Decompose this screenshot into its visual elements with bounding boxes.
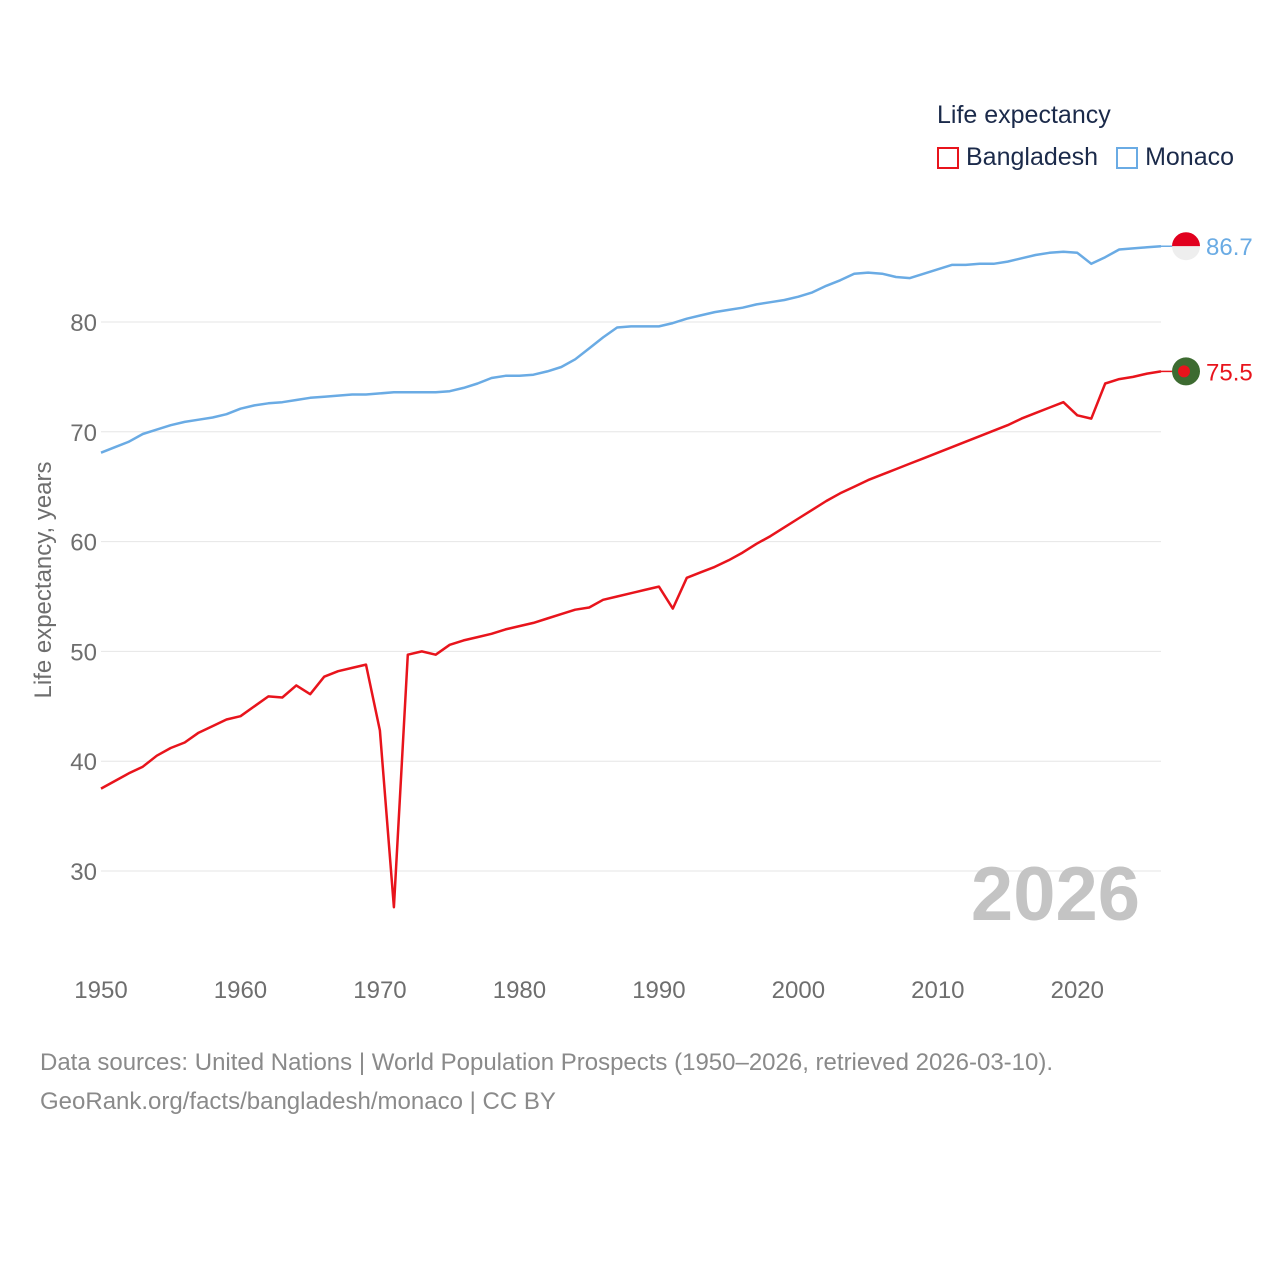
x-tick-label-1950: 1950 (74, 977, 127, 1004)
series-end-markers: 75.5 86.7 (1161, 232, 1253, 386)
y-tick-label-70: 70 (70, 420, 97, 447)
series-line-bangladesh (100, 370, 1162, 909)
x-tick-label-1980: 1980 (493, 977, 546, 1004)
legend-label-monaco: Monaco (1145, 143, 1235, 171)
flag-monaco-bottom (1172, 246, 1200, 261)
legend-title: Life expectancy (937, 101, 1111, 129)
y-axis-label: Life expectancy, years (30, 461, 57, 698)
attribution-line[interactable]: GeoRank.org/facts/bangladesh/monaco | CC… (40, 1088, 556, 1115)
series-line-monaco (100, 244, 1162, 454)
legend-swatch-monaco (1116, 146, 1139, 169)
x-tick-label-2000: 2000 (772, 977, 825, 1004)
x-tick-label-2020: 2020 (1051, 977, 1104, 1004)
flag-bangladesh-disc (1178, 365, 1190, 378)
legend-item-bangladesh[interactable]: Bangladesh (937, 143, 1098, 172)
source-footer: Data sources: United Nations | World Pop… (40, 1043, 1053, 1121)
gridlines (101, 321, 1161, 872)
y-tick-label-30: 30 (70, 859, 97, 886)
y-tick-label-60: 60 (70, 530, 97, 557)
legend: Bangladesh Monaco (937, 143, 1252, 172)
x-tick-label-1960: 1960 (214, 977, 267, 1004)
x-axis-ticks: 1950 1960 1970 1980 1990 2000 2010 2020 (74, 977, 1104, 1004)
y-axis-ticks: 30 40 50 60 70 80 (70, 310, 97, 886)
x-tick-label-1990: 1990 (632, 977, 685, 1004)
y-tick-label-80: 80 (70, 310, 97, 337)
series-lines (100, 244, 1162, 909)
x-tick-label-1970: 1970 (353, 977, 406, 1004)
legend-swatch-bangladesh (937, 146, 959, 169)
source-line: Data sources: United Nations | World Pop… (40, 1049, 1054, 1076)
end-value-label-monaco: 86.7 (1206, 234, 1253, 261)
legend-label-bangladesh: Bangladesh (966, 143, 1099, 171)
y-tick-label-40: 40 (70, 749, 97, 776)
legend-item-monaco[interactable]: Monaco (1116, 143, 1234, 172)
x-tick-label-2010: 2010 (911, 977, 964, 1004)
flag-monaco-top (1172, 232, 1200, 247)
year-watermark: 2026 (971, 852, 1140, 937)
y-tick-label-50: 50 (70, 639, 97, 666)
end-value-label-bangladesh: 75.5 (1206, 359, 1253, 386)
